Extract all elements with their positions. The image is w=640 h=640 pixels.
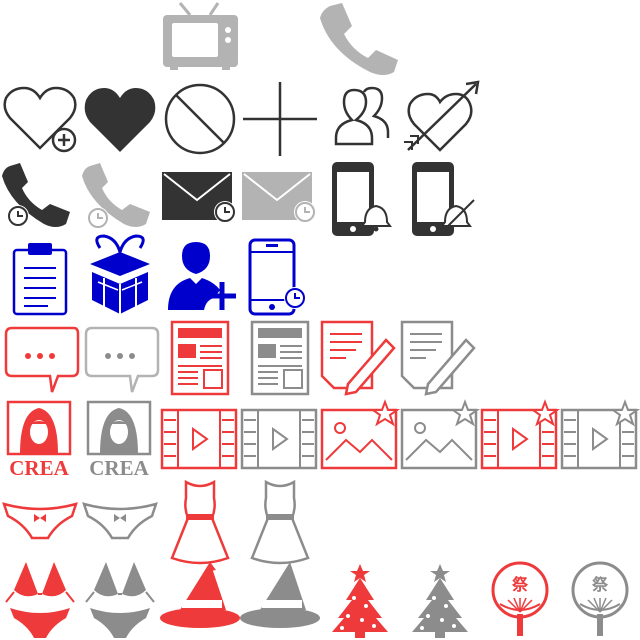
video-film-icon xyxy=(240,408,318,470)
matsuri-fan-icon: 祭 xyxy=(571,561,629,636)
newspaper-icon xyxy=(250,320,310,396)
mail-clock-icon xyxy=(162,172,237,224)
crea-portrait-icon: CREA xyxy=(6,400,72,480)
bikini-icon xyxy=(85,562,155,638)
prohibited-icon xyxy=(164,83,236,155)
video-star-icon xyxy=(560,399,640,470)
crea-portrait-icon: CREA xyxy=(86,400,152,480)
photo-star-icon xyxy=(400,399,481,470)
bikini-icon xyxy=(5,562,75,638)
panties-icon xyxy=(82,502,158,540)
video-star-icon xyxy=(480,399,561,470)
heart-arrow-icon xyxy=(404,80,480,152)
crea-label: CREA xyxy=(89,456,149,480)
users-icon xyxy=(334,86,390,146)
photo-star-icon xyxy=(320,399,401,470)
crea-label: CREA xyxy=(9,456,69,480)
chat-bubble-icon xyxy=(84,326,160,393)
dress-icon xyxy=(250,479,310,565)
christmas-tree-icon xyxy=(412,564,468,638)
dress-icon xyxy=(170,479,230,565)
document-pencil-icon xyxy=(400,320,476,396)
matsuri-fan-icon: 祭 xyxy=(491,561,549,636)
witch-hat-icon xyxy=(160,562,240,628)
phone-icon xyxy=(320,3,398,75)
mail-clock-icon xyxy=(242,172,317,224)
video-film-icon xyxy=(160,408,238,470)
panties-icon xyxy=(2,502,78,540)
tv-icon xyxy=(163,2,238,70)
matsuri-label: 祭 xyxy=(591,575,609,594)
crosshair-plus-icon xyxy=(243,82,317,156)
gift-icon xyxy=(90,234,150,314)
smartphone-clock-icon xyxy=(248,238,307,316)
phone-clock-icon xyxy=(2,163,70,228)
clipboard-icon xyxy=(12,243,68,316)
heart-add-icon xyxy=(3,86,77,153)
document-pencil-icon xyxy=(320,320,396,396)
matsuri-label: 祭 xyxy=(511,575,529,594)
christmas-tree-icon xyxy=(332,564,388,638)
newspaper-icon xyxy=(170,320,230,396)
heart-filled-icon xyxy=(84,88,156,152)
smartphone-bell-icon xyxy=(332,162,392,236)
witch-hat-icon xyxy=(240,562,320,628)
chat-bubble-icon xyxy=(4,326,80,393)
phone-clock-icon xyxy=(82,163,150,230)
user-add-icon xyxy=(168,242,236,310)
smartphone-bell-off-icon xyxy=(412,162,475,236)
